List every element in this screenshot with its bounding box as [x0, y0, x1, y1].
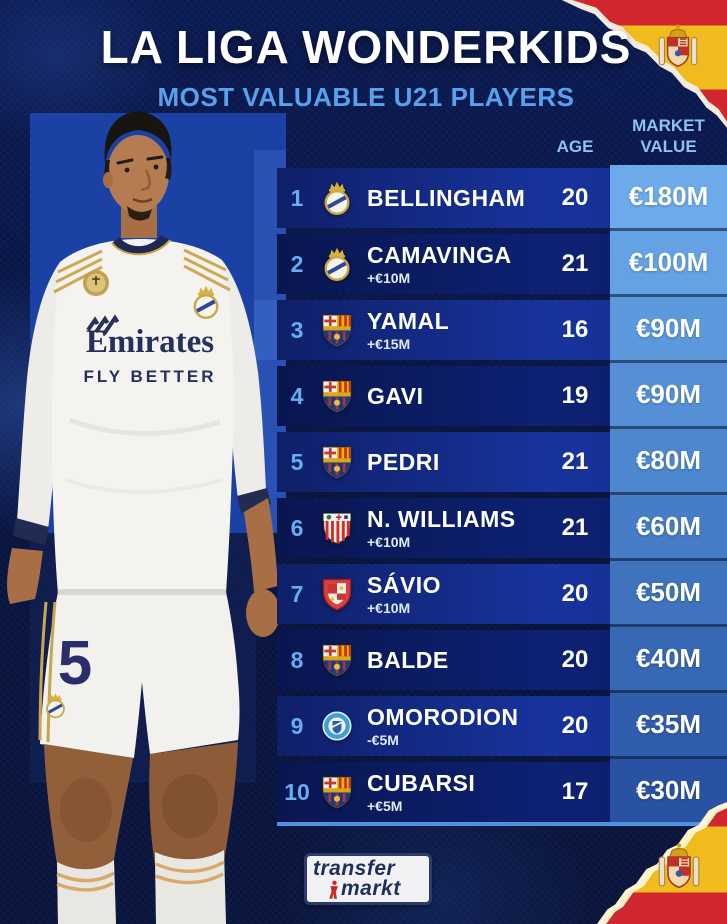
column-header-market-value: MARKET VALUE — [610, 115, 727, 158]
club-crest-icon — [319, 312, 355, 348]
market-value-text: €50M — [635, 577, 702, 607]
column-header-market-line1: MARKET — [632, 116, 705, 135]
club-crest-icon — [319, 444, 355, 480]
market-value-cell: €90M — [610, 363, 727, 429]
market-value-cell: €50M — [610, 561, 727, 627]
player-name: BELLINGHAM — [367, 184, 526, 211]
short-number-text: 5 — [58, 629, 92, 698]
market-value-text: €40M — [635, 643, 702, 673]
rank-number: 2 — [290, 250, 304, 277]
player-name: CUBARSI — [367, 769, 476, 796]
rank-number: 4 — [290, 382, 304, 409]
club-crest-icon — [319, 246, 355, 282]
age-value: 20 — [561, 646, 589, 673]
club-crest-icon — [319, 642, 355, 678]
age-value: 17 — [561, 778, 589, 805]
club-crest-icon — [319, 708, 355, 744]
table-row: 7 SÁVIO +€10M 20 €50M — [277, 561, 727, 627]
transfermarkt-logo-bottom: markt — [341, 877, 401, 901]
jersey-sponsor-text: Emirates — [86, 324, 214, 360]
club-crest-icon — [319, 510, 355, 546]
spain-coat-of-arms-icon — [657, 840, 701, 894]
club-crest-icon — [319, 180, 355, 216]
club-crest-icon — [319, 378, 355, 414]
player-name: PEDRI — [367, 448, 440, 475]
rank-number: 8 — [290, 646, 304, 673]
age-value: 16 — [561, 316, 589, 343]
rank-number: 9 — [290, 712, 304, 739]
value-change: +€15M — [367, 335, 411, 352]
market-value-cell: €80M — [610, 429, 727, 495]
market-value-cell: €35M — [610, 693, 727, 759]
table-row: 9 OMORODION -€5M 20 €35M — [277, 693, 727, 759]
age-value: 21 — [561, 250, 589, 277]
player-name: CAMAVINGA — [367, 241, 512, 268]
value-change: +€10M — [367, 599, 411, 616]
market-value-text: €30M — [635, 775, 702, 805]
age-value: 21 — [561, 448, 589, 475]
table-row: 5 PEDRI 21 €80M — [277, 429, 727, 495]
rank-number: 3 — [290, 316, 304, 343]
table-row: 8 BALDE 20 €40M — [277, 627, 727, 693]
age-value: 21 — [561, 514, 589, 541]
market-value-text: €80M — [635, 445, 702, 475]
player-name: N. WILLIAMS — [367, 505, 516, 532]
table-row: 6 N. WILLIAMS +€10M 21 €60M — [277, 495, 727, 561]
player-name: BALDE — [367, 646, 449, 673]
table-row: 3 YAMAL +€15M 16 €90M — [277, 297, 727, 363]
player-name: OMORODION — [367, 703, 519, 730]
market-value-cell: €60M — [610, 495, 727, 561]
table-row: 2 CAMAVINGA +€10M 21 €100M — [277, 231, 727, 297]
player-name: YAMAL — [367, 307, 450, 334]
rankings-table: 1 BELLINGHAM 20 €180M 2 CAMAVINGA +€10M … — [277, 165, 727, 825]
rank-number: 10 — [284, 778, 310, 805]
table-underline — [277, 822, 727, 826]
table-row: 10 CUBARSI +€5M 17 €30M — [277, 759, 727, 825]
rank-number: 1 — [290, 184, 304, 211]
age-value: 20 — [561, 712, 589, 739]
market-value-text: €180M — [628, 181, 709, 211]
table-row: 4 GAVI 19 €90M — [277, 363, 727, 429]
spain-flag-bottom-right — [597, 802, 727, 924]
page-title: LA LIGA WONDERKIDS — [100, 21, 632, 73]
market-value-text: €90M — [635, 313, 702, 343]
market-value-text: €60M — [635, 511, 702, 541]
player-name: SÁVIO — [367, 571, 442, 598]
player-photo-bellingham: Emirates FLY BETTER 5 — [0, 0, 290, 924]
rank-number: 7 — [290, 580, 304, 607]
transfermarkt-logo: transfer markt — [304, 853, 432, 905]
column-header-market-line2: VALUE — [640, 137, 697, 157]
market-value-cell: €40M — [610, 627, 727, 693]
age-value: 20 — [561, 184, 589, 211]
market-value-text: €35M — [635, 709, 702, 739]
market-value-text: €100M — [628, 247, 709, 277]
spain-flag-top-right — [555, 0, 727, 128]
value-change: +€5M — [367, 797, 403, 814]
transfermarkt-player-icon — [327, 879, 340, 901]
table-row: 1 BELLINGHAM 20 €180M — [277, 165, 727, 231]
transfermarkt-logo-top: transfer — [313, 857, 396, 881]
market-value-cell: €100M — [610, 231, 727, 297]
market-value-cell: €90M — [610, 297, 727, 363]
rank-number: 6 — [290, 514, 304, 541]
page-subtitle: MOST VALUABLE U21 PLAYERS — [157, 82, 575, 112]
value-change: -€5M — [367, 731, 399, 748]
club-crest-icon — [319, 774, 355, 810]
age-value: 20 — [561, 580, 589, 607]
value-change: +€10M — [367, 269, 411, 286]
age-value: 19 — [561, 382, 589, 409]
market-value-text: €90M — [635, 379, 702, 409]
value-change: +€10M — [367, 533, 411, 550]
rank-number: 5 — [290, 448, 304, 475]
column-header-age: AGE — [556, 137, 594, 156]
market-value-cell: €180M — [610, 165, 727, 231]
player-name: GAVI — [367, 382, 424, 409]
jersey-slogan-text: FLY BETTER — [84, 367, 217, 386]
club-crest-icon — [319, 576, 355, 612]
